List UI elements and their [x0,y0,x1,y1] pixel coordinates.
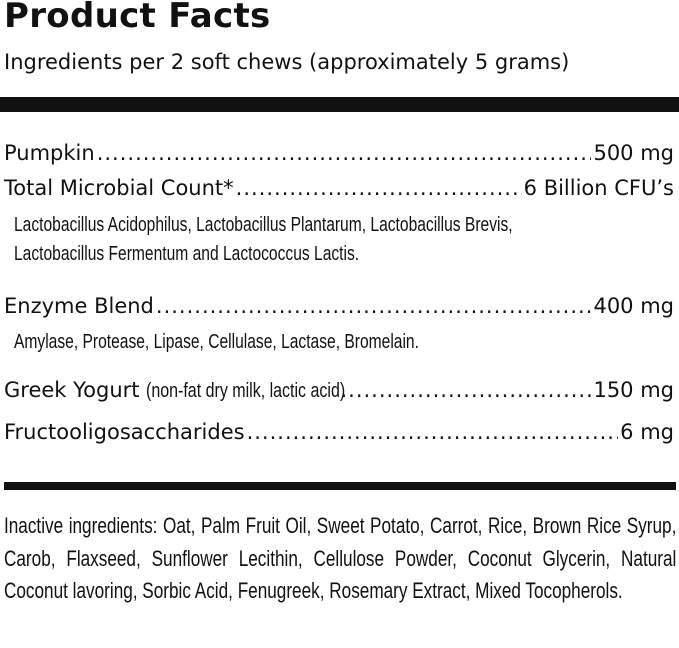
ingredient-name: Fructooligosaccharides [4,420,245,444]
ingredient-row: Pumpkin 500 mg [4,141,674,165]
ingredient-amount: 500 mg [593,141,674,165]
ingredient-row: Enzyme Blend 400 mg [4,294,674,318]
divider-thin [4,482,676,490]
ingredient-row: Greek Yogurt (non-fat dry milk, lactic a… [4,378,674,403]
ingredient-detail: Lactobacillus Fermentum and Lactococcus … [14,243,360,265]
dot-leader [156,294,592,318]
inactive-ingredients: Inactive ingredients: Oat, Palm Fruit Oi… [4,513,677,603]
page-title: Product Facts [4,0,271,36]
ingredient-detail: Lactobacillus Acidophilus, Lactobacillus… [14,214,513,236]
divider-thick [0,97,679,112]
dot-leader [236,176,522,200]
ingredient-amount: 6 mg [620,420,674,444]
ingredient-row: Total Microbial Count* 6 Billion CFU’s [4,176,674,200]
ingredient-name: Enzyme Blend [4,294,154,318]
ingredient-name: Total Microbial Count* [4,176,234,200]
ingredient-amount: 6 Billion CFU’s [523,176,674,200]
dot-leader [97,141,592,165]
ingredient-name: Pumpkin [4,141,95,165]
dot-leader [247,420,619,444]
dot-leader [340,378,591,402]
ingredient-detail: Amylase, Protease, Lipase, Cellulase, La… [14,331,419,353]
ingredient-name: Greek Yogurt [4,378,140,402]
ingredient-amount: 400 mg [593,294,674,318]
ingredient-row: Fructooligosaccharides 6 mg [4,420,674,444]
ingredient-qualifier: (non-fat dry milk, lactic acid) [145,380,345,402]
serving-info: Ingredients per 2 soft chews (approximat… [4,50,570,74]
ingredient-amount: 150 mg [593,378,674,402]
